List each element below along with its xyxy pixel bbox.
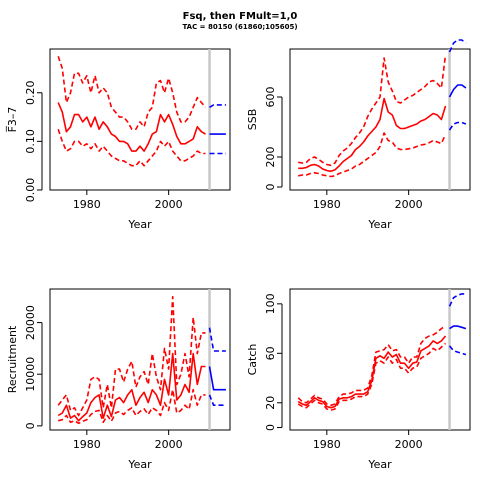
y-tick-label: 10000 bbox=[24, 357, 37, 392]
y-tick-label: 60 bbox=[264, 346, 277, 360]
projection-upper bbox=[448, 293, 466, 307]
y-axis-label: Recruitment bbox=[6, 325, 19, 393]
projection-lower bbox=[448, 121, 467, 131]
x-tick-label: 1980 bbox=[73, 438, 101, 451]
y-axis-label: F̅3–7 bbox=[6, 107, 19, 133]
x-tick-label: 2000 bbox=[155, 198, 183, 211]
figure-subtitle: TAC = 80150 (61860;105605) bbox=[182, 23, 298, 31]
series-estimate bbox=[57, 102, 206, 152]
series-estimate bbox=[57, 352, 206, 422]
projection-estimate bbox=[448, 84, 467, 98]
x-tick-label: 2000 bbox=[155, 438, 183, 451]
y-tick-label: 20 bbox=[264, 396, 277, 410]
projection-upper bbox=[209, 104, 226, 108]
series-lower bbox=[297, 342, 447, 411]
projection-upper bbox=[208, 327, 226, 352]
y-tick-label: 0 bbox=[264, 184, 277, 191]
series-upper bbox=[57, 295, 206, 417]
projection-upper bbox=[448, 39, 467, 53]
series-lower bbox=[58, 388, 206, 425]
y-tick-label: 0.20 bbox=[24, 81, 37, 106]
x-axis-label: Year bbox=[367, 458, 392, 471]
y-tick-label: 200 bbox=[264, 147, 277, 168]
y-tick-label: 100 bbox=[264, 293, 277, 314]
projection-estimate bbox=[449, 325, 467, 330]
y-axis-label: Catch bbox=[246, 344, 259, 376]
y-tick-label: 0 bbox=[264, 424, 277, 431]
x-axis-label: Year bbox=[367, 218, 392, 231]
projection-lower bbox=[208, 394, 226, 406]
y-tick-label: 0 bbox=[24, 422, 37, 429]
y-tick-label: 0.10 bbox=[24, 129, 37, 154]
series-upper bbox=[297, 325, 446, 407]
figure-title: Fsq, then FMult=1,0 bbox=[182, 11, 298, 22]
y-tick-label: 0.00 bbox=[24, 178, 37, 203]
x-axis-label: Year bbox=[127, 218, 152, 231]
plot-frame bbox=[289, 288, 471, 431]
panel-ssb: 1980 2000 0 200 600 Year SSB bbox=[246, 39, 471, 231]
y-axis-label: SSB bbox=[246, 109, 259, 131]
plot-frame bbox=[49, 288, 231, 431]
series-estimate bbox=[298, 97, 447, 173]
plot-frame bbox=[289, 48, 471, 191]
x-tick-label: 1980 bbox=[313, 438, 341, 451]
x-axis-label: Year bbox=[127, 458, 152, 471]
x-tick-label: 2000 bbox=[395, 438, 423, 451]
y-tick-label: 600 bbox=[264, 87, 277, 108]
panel-fbar: 1980 2000 0.00 0.10 0.20 Year F̅3–7 bbox=[6, 48, 231, 231]
projection-lower bbox=[448, 345, 467, 356]
x-tick-label: 1980 bbox=[313, 198, 341, 211]
series-lower bbox=[298, 132, 447, 178]
projection-estimate bbox=[208, 366, 226, 391]
plot-frame bbox=[49, 48, 231, 191]
series-upper bbox=[57, 56, 207, 130]
x-tick-label: 2000 bbox=[395, 198, 423, 211]
series-lower bbox=[57, 128, 206, 167]
x-tick-label: 1980 bbox=[73, 198, 101, 211]
panel-catch: 1980 2000 0 20 60 100 Year Catch bbox=[246, 288, 471, 471]
y-tick-label: 20000 bbox=[24, 305, 37, 340]
series-upper bbox=[298, 54, 447, 167]
